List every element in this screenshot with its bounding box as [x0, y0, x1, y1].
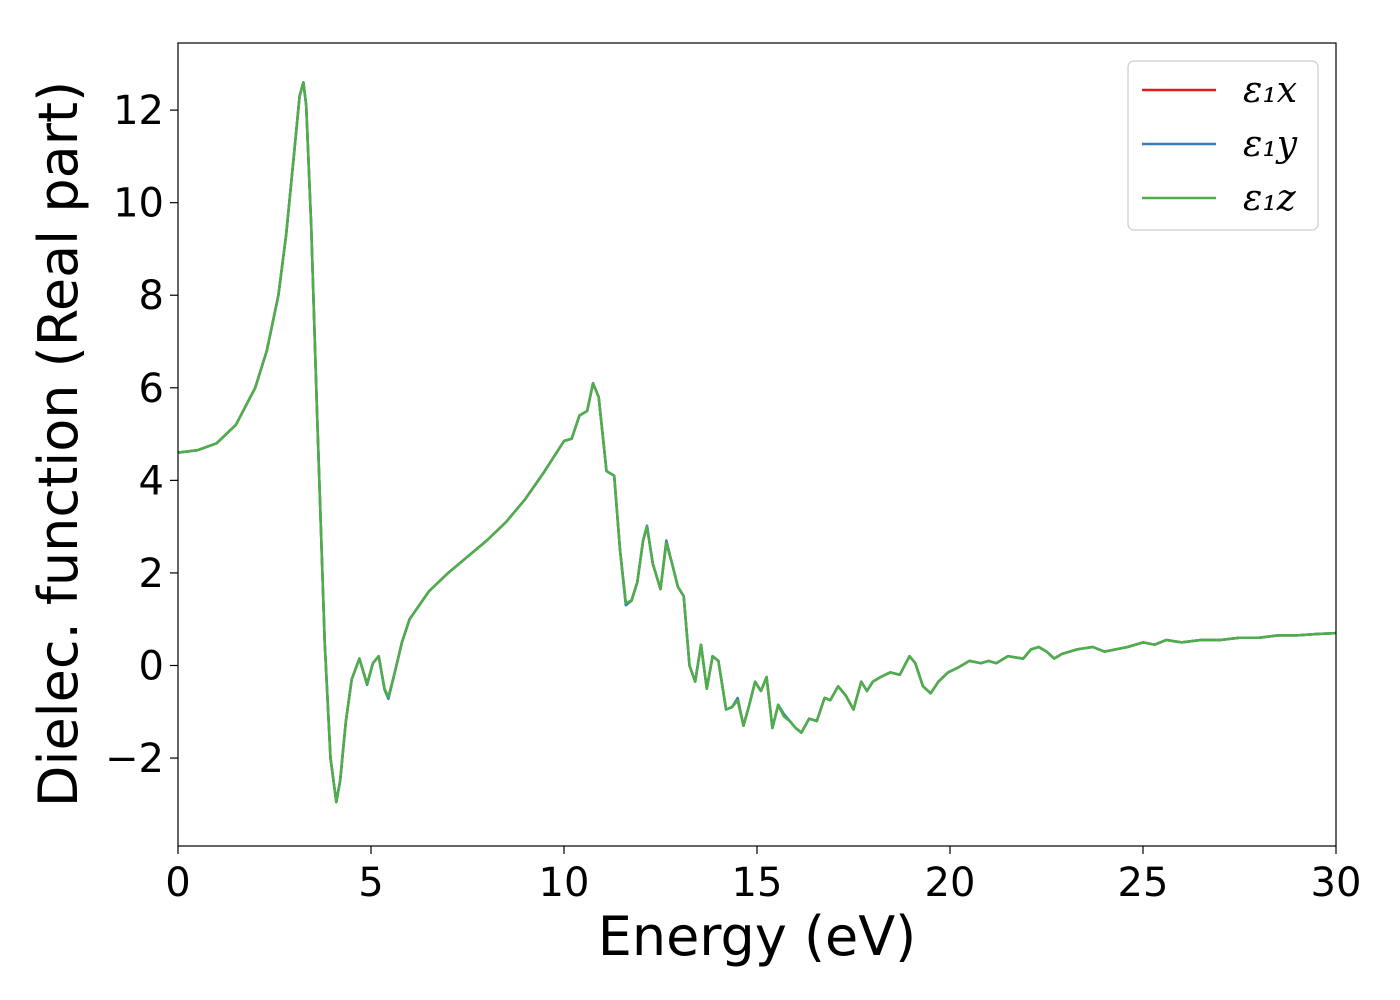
y-tick-label: 0: [139, 643, 164, 689]
x-tick-label: 5: [358, 860, 383, 906]
x-tick-label: 25: [1118, 860, 1169, 906]
legend: ε₁x ε₁y ε₁z: [1127, 60, 1319, 231]
x-tick-label: 0: [165, 860, 190, 906]
legend-label-0: ε₁x: [1243, 70, 1297, 111]
x-axis-label: Energy (eV): [598, 905, 917, 968]
series-layer: [177, 81, 1337, 804]
legend-box: [1127, 60, 1319, 231]
y-axis-ticks: −2 0 2 4 6 8 10 12: [105, 88, 178, 782]
y-tick-label: 6: [139, 366, 164, 412]
x-tick-label: 20: [925, 860, 976, 906]
legend-label-2: ε₁z: [1243, 178, 1297, 219]
y-tick-label: 8: [139, 273, 164, 319]
x-tick-label: 15: [732, 860, 783, 906]
y-tick-label: −2: [105, 736, 164, 782]
y-tick-label: 2: [139, 551, 164, 597]
y-axis-label: Dielec. function (Real part): [27, 81, 90, 807]
legend-label-1: ε₁y: [1243, 124, 1298, 165]
series-line-2: [177, 81, 1337, 804]
y-tick-label: 4: [139, 458, 164, 504]
x-tick-label: 30: [1311, 860, 1362, 906]
x-tick-label: 10: [539, 860, 590, 906]
y-tick-label: 12: [113, 88, 164, 134]
legend-entries: ε₁x ε₁y ε₁z: [1142, 70, 1298, 219]
x-axis-ticks: 0 5 10 15 20 25 30: [165, 846, 1361, 906]
y-tick-label: 10: [113, 181, 164, 227]
